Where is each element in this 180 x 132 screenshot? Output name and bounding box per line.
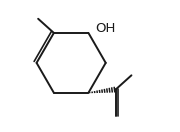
Text: OH: OH (96, 22, 116, 36)
